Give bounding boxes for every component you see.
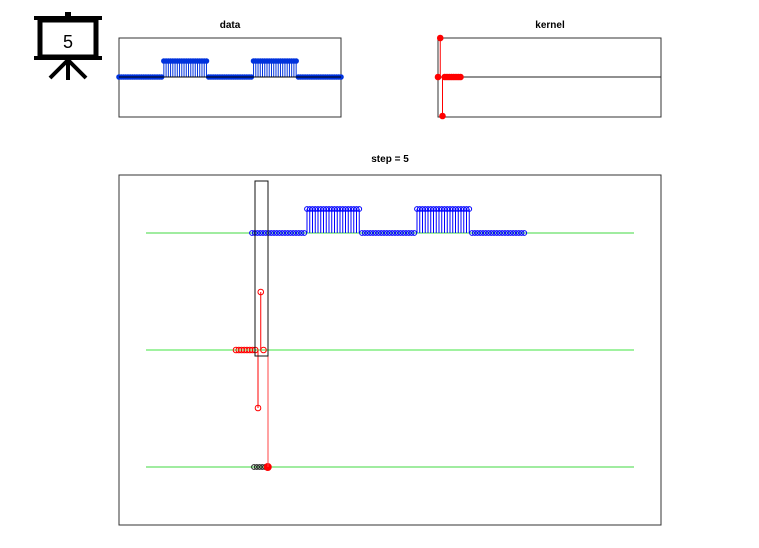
data-sample-marker [499,230,506,236]
board-leg [48,58,70,80]
output-marker [253,464,260,470]
data-plot-title: data [220,20,241,31]
data-sample-marker [403,230,409,236]
data-sample-marker [361,230,368,236]
output-marker [251,464,257,470]
data-sample-marker [372,230,379,236]
data-sample-marker [381,230,387,236]
data-sample-marker [282,230,288,236]
data-sample-marker [480,230,486,236]
board-bottom-bar [34,56,102,60]
data-sample-marker [474,230,481,236]
data-sample-marker [364,230,371,236]
data-sample-marker [293,230,299,236]
data-sample-marker [287,230,294,236]
data-sample-marker [257,230,264,236]
data-sample-marker [466,206,473,212]
kernel-point-marker [434,73,442,81]
kernel-point-marker [457,73,464,81]
data-sample-marker [383,230,390,236]
kernel-point-marker [439,112,446,120]
main-axes [118,174,662,526]
data-point-marker [293,58,299,64]
data-sample-marker [279,230,286,236]
data-sample-marker [249,230,255,236]
data-sample-marker [273,230,280,236]
data-sample-marker [521,230,528,236]
data-sample-marker [510,230,517,236]
data-sample-marker [290,230,297,236]
data-sample-marker [485,230,492,236]
data-sample-marker [507,230,514,236]
data-sample-marker [268,230,275,236]
data-sample-marker [394,230,401,236]
data-sample-marker [370,230,376,236]
flipped-kernel-sample-marker [254,404,262,412]
kernel-stems [434,34,464,120]
kernel-point-marker [436,34,444,42]
data-sample-marker [513,230,519,236]
data-sample-marker [276,230,283,236]
data-sample-marker [260,230,266,236]
data-sample-marker [392,230,398,236]
data-sample-marker [378,230,385,236]
step-icon-label: 5 [63,32,73,52]
output-marker [256,464,263,470]
data-sample-marker [397,230,404,236]
data-sample-marker [504,230,511,236]
data-sample-marker [502,230,508,236]
data-sample-marker [298,230,305,236]
data-sample-marker [295,230,302,236]
data-sample-marker [482,230,489,236]
data-sample-marker [367,230,374,236]
data-sample-marker [389,230,396,236]
data-sample-marker [491,230,497,236]
sliding-window [254,180,269,357]
data-sample-marker [359,230,365,236]
flipped-kernel-sample-marker [257,288,265,296]
data-sample-marker [356,206,363,212]
data-point-marker [203,58,210,64]
data-sample-marker [469,230,475,236]
data-sample-marker [284,230,291,236]
data-sample-marker [375,230,382,236]
main-plot-title: step = 5 [371,154,409,165]
data-sample-marker [515,230,522,236]
data-stems [116,58,344,80]
data-sample-marker [386,230,393,236]
data-sample-marker [400,230,407,236]
data-sample-marker [405,230,412,236]
data-sample-marker [488,230,495,236]
kernel-plot-title: kernel [535,20,565,31]
data-sample-marker [471,230,478,236]
data-sample-marker [408,230,415,236]
board-leg [66,58,88,80]
data-sample-marker [493,230,500,236]
flipped-kernel-sample-marker [260,346,267,354]
board-hook [65,12,71,18]
data-sample-marker [477,230,484,236]
step-icon: 5 [34,12,102,80]
data-sample-marker [496,230,503,236]
data-sample-marker [518,230,525,236]
main-stems [232,206,528,471]
data-sample-marker [271,230,277,236]
